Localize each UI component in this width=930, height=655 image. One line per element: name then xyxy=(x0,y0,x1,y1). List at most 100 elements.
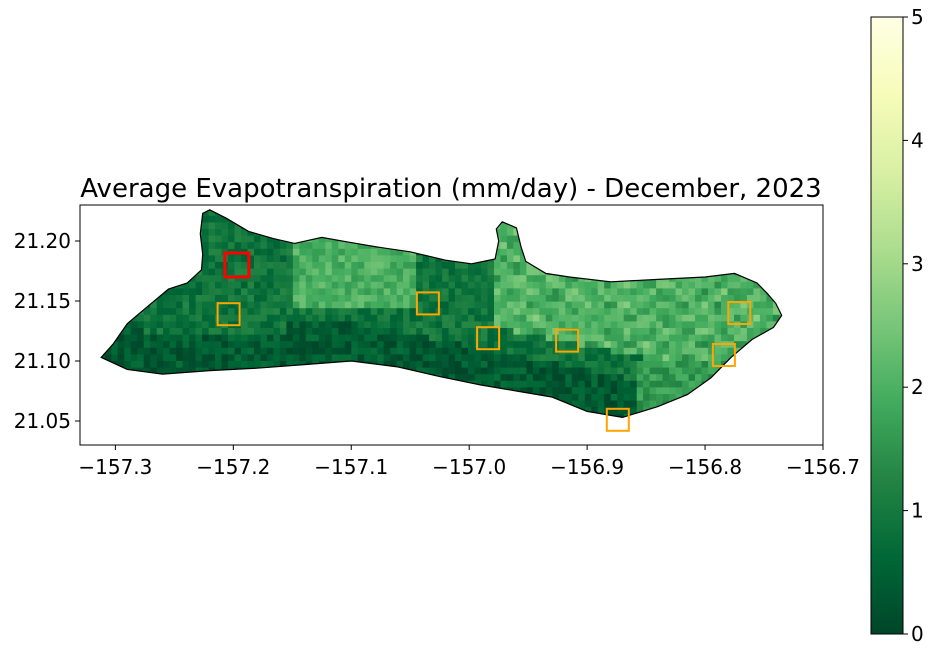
heatmap-cell xyxy=(202,353,210,361)
heatmap-cell xyxy=(474,254,482,262)
heatmap-cell xyxy=(338,209,346,216)
heatmap-cell xyxy=(338,307,346,315)
heatmap-cell xyxy=(169,400,177,408)
heatmap-cell xyxy=(292,360,300,368)
heatmap-cell xyxy=(623,373,631,381)
heatmap-cell xyxy=(202,274,210,282)
heatmap-cell xyxy=(377,334,385,342)
heatmap-cell xyxy=(318,347,326,355)
heatmap-cell xyxy=(176,235,184,243)
heatmap-cell xyxy=(117,248,125,256)
heatmap-cell xyxy=(396,221,404,229)
heatmap-cell xyxy=(449,426,456,433)
heatmap-cell xyxy=(766,248,774,256)
heatmap-cell xyxy=(101,386,106,394)
heatmap-cell xyxy=(150,393,158,401)
heatmap-cell xyxy=(455,347,463,355)
heatmap-cell xyxy=(215,327,223,335)
heatmap-cell xyxy=(234,301,242,309)
heatmap-cell xyxy=(370,228,378,236)
heatmap-cell xyxy=(137,301,145,309)
heatmap-cell xyxy=(468,334,476,342)
heatmap-cell xyxy=(228,360,236,368)
heatmap-cell xyxy=(662,413,670,418)
heatmap-cell xyxy=(455,400,463,408)
heatmap-cell xyxy=(442,426,449,433)
heatmap-cell xyxy=(202,241,210,249)
heatmap-cell xyxy=(519,340,527,348)
heatmap-cell xyxy=(228,301,236,309)
heatmap-cell xyxy=(202,340,210,348)
heatmap-cell xyxy=(506,235,514,243)
heatmap-cell xyxy=(727,413,735,418)
heatmap-cell xyxy=(487,294,495,302)
heatmap-cell xyxy=(338,294,346,302)
heatmap-cell xyxy=(637,420,644,427)
heatmap-cell xyxy=(208,261,216,269)
heatmap-cell xyxy=(475,426,482,433)
heatmap-cell xyxy=(344,248,352,256)
heatmap-cell xyxy=(727,274,735,282)
heatmap-cell xyxy=(182,241,190,249)
heatmap-cell xyxy=(481,386,489,394)
heatmap-cell xyxy=(338,268,346,276)
heatmap-cell xyxy=(247,393,255,401)
heatmap-cell xyxy=(422,367,430,375)
heatmap-cell xyxy=(766,235,774,243)
heatmap-cell xyxy=(254,393,262,401)
heatmap-cell xyxy=(610,373,618,381)
heatmap-cell xyxy=(234,334,242,342)
heatmap-cell xyxy=(111,287,119,295)
heatmap-cell xyxy=(357,353,365,361)
heatmap-cell xyxy=(101,294,106,302)
heatmap-cell xyxy=(539,426,546,433)
heatmap-cell xyxy=(734,406,742,414)
heatmap-cell xyxy=(662,254,670,262)
heatmap-cell xyxy=(163,254,171,262)
heatmap-cell xyxy=(163,268,171,276)
heatmap-cell xyxy=(532,248,540,256)
heatmap-cell xyxy=(526,301,534,309)
heatmap-cell xyxy=(740,327,748,335)
heatmap-cell xyxy=(266,400,274,408)
heatmap-cell xyxy=(118,426,125,433)
heatmap-cell xyxy=(532,209,540,216)
heatmap-cell xyxy=(208,314,216,322)
heatmap-cell xyxy=(669,268,677,276)
heatmap-cell xyxy=(688,413,696,418)
heatmap-cell xyxy=(727,261,735,269)
heatmap-cell xyxy=(364,340,372,348)
heatmap-cell xyxy=(714,209,722,216)
heatmap-cell xyxy=(636,287,644,295)
heatmap-cell xyxy=(604,287,612,295)
heatmap-cell xyxy=(500,235,508,243)
heatmap-cell xyxy=(169,380,177,388)
heatmap-cell xyxy=(351,241,359,249)
heatmap-cell xyxy=(610,221,618,229)
heatmap-cell xyxy=(649,235,657,243)
heatmap-cell xyxy=(377,248,385,256)
heatmap-cell xyxy=(636,215,644,223)
heatmap-cell xyxy=(494,287,502,295)
heatmap-cell xyxy=(383,301,391,309)
heatmap-cell xyxy=(195,327,203,335)
heatmap-cell xyxy=(279,209,287,216)
heatmap-cell xyxy=(305,314,313,322)
heatmap-cell xyxy=(318,400,326,408)
heatmap-cell xyxy=(130,400,138,408)
heatmap-cell xyxy=(435,327,443,335)
heatmap-cell xyxy=(292,340,300,348)
heatmap-cell xyxy=(377,261,385,269)
heatmap-cell xyxy=(539,241,547,249)
heatmap-cell xyxy=(221,314,229,322)
heatmap-cell xyxy=(247,241,255,249)
heatmap-cell xyxy=(487,301,495,309)
heatmap-cell xyxy=(734,254,742,262)
heatmap-cell xyxy=(532,294,540,302)
heatmap-cell xyxy=(519,254,527,262)
heatmap-cell xyxy=(539,400,547,408)
heatmap-cell xyxy=(390,413,398,418)
heatmap-cell xyxy=(481,307,489,315)
heatmap-cell xyxy=(740,287,748,295)
heatmap-cell xyxy=(552,209,560,216)
